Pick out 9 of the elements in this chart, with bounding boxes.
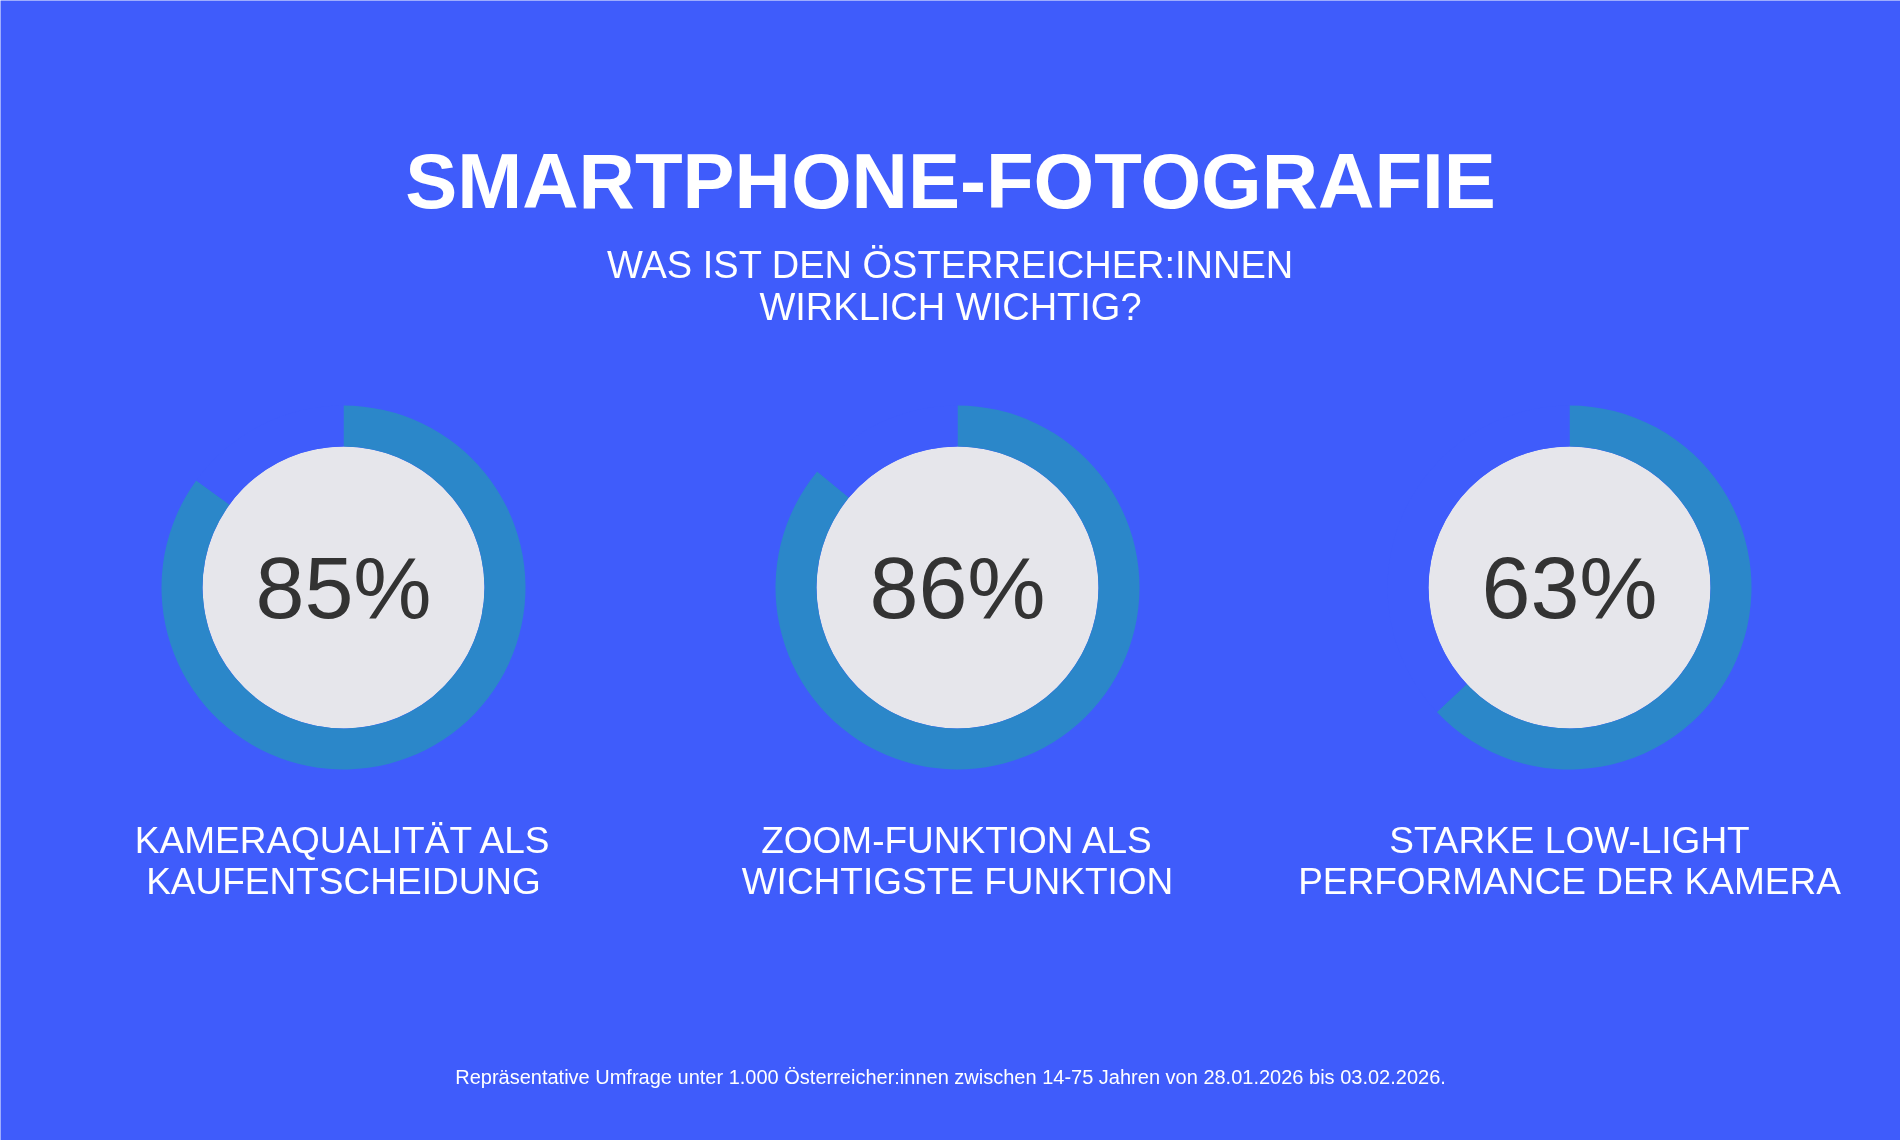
text: KAMERAQUALITÄT ALS KAUFENTSCHEIDUNG	[134, 819, 550, 902]
data-label: 63%	[1481, 538, 1658, 637]
text: STARKE LOW-LIGHT PERFORMANCE DER KAMERA	[1298, 819, 1842, 902]
text: WAS IST DEN ÖSTERREICHER:INNEN WIRKLICH WICHTIG?	[607, 243, 1294, 328]
text: ZOOM-FUNKTION ALS WICHTIGSTE FUNKTION	[741, 819, 1174, 902]
text: Repräsentative Umfrage unter 1.000 Österreicher:innen zwischen 14-75 Jahren von 28.01.2026 bis 03.02.2026.	[455, 1065, 1446, 1088]
data-label: 85%	[255, 538, 432, 637]
data-label: 86%	[869, 538, 1046, 637]
text: SMARTPHONE-FOTOGRAFIE	[405, 136, 1496, 225]
